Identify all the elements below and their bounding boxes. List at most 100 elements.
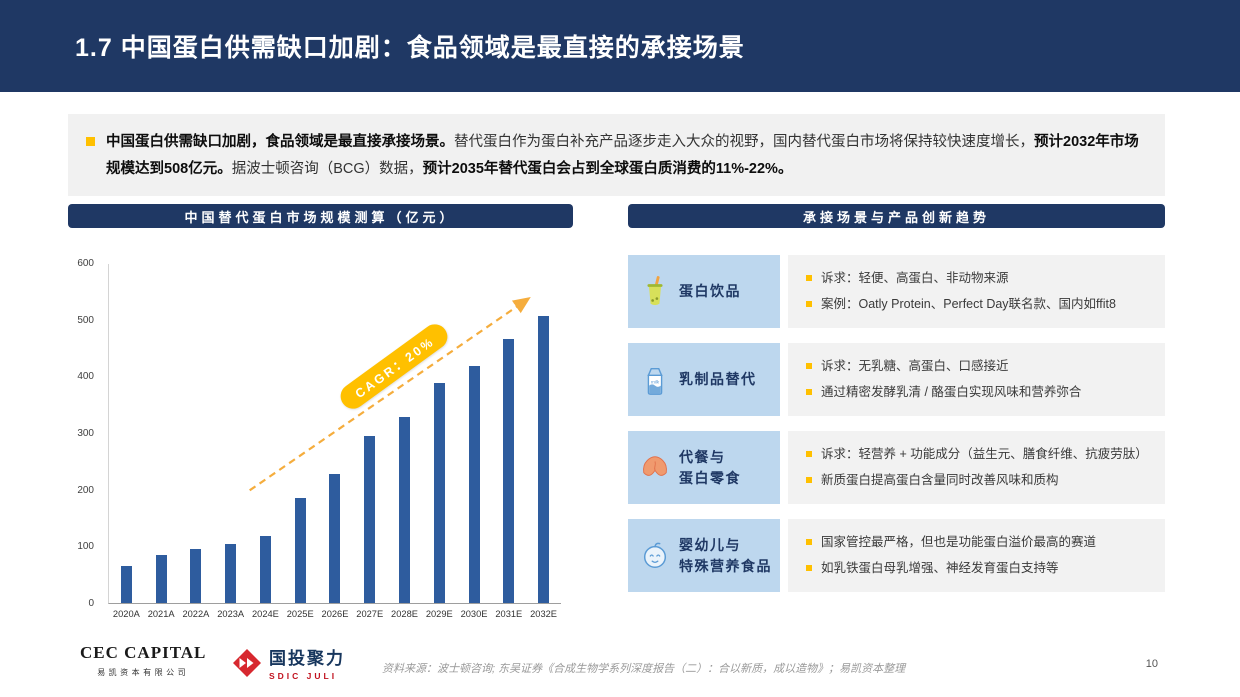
cec-logo-subtext: 易凯资本有限公司 [97,668,190,677]
bar-2030E [468,365,480,603]
scenario-row: 蛋白饮品 诉求：轻便、高蛋白、非动物来源案例：Oatly Protein、Perf… [628,255,1165,328]
cec-capital-logo: CEC CAPITAL 易凯资本有限公司 [80,643,206,678]
bar-column: 2022A [179,264,214,619]
bullet-text: 诉求：无乳糖、高蛋白、口感接近 [821,359,1009,374]
bullet-item: 新质蛋白提高蛋白含量同时改善风味和质构 [806,471,1147,490]
bar-column: 2020A [109,264,144,619]
bullet-text: 新质蛋白提高蛋白含量同时改善风味和质构 [821,473,1059,487]
scenario-label-box: 婴幼儿与 特殊营养食品 [628,519,780,592]
bar-column: 2023A [213,264,248,619]
bar-2026E [329,474,341,603]
milk-carton-icon: milk [640,364,670,396]
bullet-text: 如乳铁蛋白母乳增强、神经发育蛋白支持等 [821,561,1059,575]
bullet-square-icon [806,451,812,458]
summary-text: 中国蛋白供需缺口加剧，食品领域是最直接承接场景。替代蛋白作为蛋白补充产品逐步走入… [106,129,1143,196]
bar-column: 2025E [283,264,318,619]
bullet-item: 国家管控最严格，但也是功能蛋白溢价最高的赛道 [806,533,1147,552]
y-axis-tick-label: 600 [77,258,94,269]
bullet-item: 诉求：轻营养 + 功能成分（益生元、膳食纤维、抗疲劳肽） [806,445,1148,464]
scenario-label-box: 代餐与 蛋白零食 [628,431,780,504]
bar-column: 2032E [526,264,561,619]
bullet-text: 国家管控最严格，但也是功能蛋白溢价最高的赛道 [821,535,1097,550]
bullet-item: 案例：Oatly Protein、Perfect Day联名款、国内如ffit8 [806,295,1147,314]
scenario-label: 婴幼儿与 特殊营养食品 [679,536,772,574]
scenario-label: 蛋白饮品 [679,283,741,299]
bullet-text: 诉求：轻营养 + 功能成分（益生元、膳食纤维、抗疲劳肽） [821,447,1148,462]
sdic-logo-icon [233,648,261,677]
bullet-square-icon [806,477,812,483]
protein-drink-icon [640,275,670,308]
page-number: 10 [1145,658,1158,670]
bar-column: 2021A [144,264,179,619]
bar-2020A [120,566,132,603]
fortune-cookie-icon [640,452,670,484]
bar-2021A [155,554,167,603]
summary-box: 中国蛋白供需缺口加剧，食品领域是最直接承接场景。替代蛋白作为蛋白补充产品逐步走入… [68,114,1165,196]
x-axis-category-label: 2021A [147,609,175,619]
bullet-item: 通过精密发酵乳清 / 酪蛋白实现风味和营养弥合 [806,383,1147,402]
summary-segment: 预计2035年替代蛋白会占到全球蛋白质消费的11%-22%。 [422,160,793,177]
bar-2028E [399,416,410,603]
bullet-square-icon [806,275,812,282]
summary-segment: 据波士顿咨询（BCG）数据， [231,160,423,177]
sdic-logo-text-block: 国投聚力 SDIC JULI [269,644,345,681]
bar-column: 2026E [318,264,353,619]
bullet-square-icon [806,565,812,571]
scenario-bullet-list: 诉求：轻营养 + 功能成分（益生元、膳食纤维、抗疲劳肽） 新质蛋白提高蛋白含量同时… [788,431,1165,504]
bullet-square-icon [806,363,812,370]
scenario-row: 代餐与 蛋白零食 诉求：轻营养 + 功能成分（益生元、膳食纤维、抗疲劳肽） 新质蛋白… [628,431,1165,504]
bar-2024E [259,536,271,603]
scenario-row: milk 乳制品替代 诉求：无乳糖、高蛋白、口感接近通过精密发酵乳清 / 酪蛋白实现… [628,343,1165,416]
sdic-juli-logo: 国投聚力 SDIC JULI [232,644,345,681]
slide-header: 1.7 中国蛋白供需缺口加剧：食品领域是最直接的承接场景 [0,0,1240,92]
bullet-square-icon [806,301,812,307]
scenario-bullet-list: 诉求：无乳糖、高蛋白、口感接近通过精密发酵乳清 / 酪蛋白实现风味和营养弥合 [788,343,1165,416]
x-axis-category-label: 2025E [286,609,314,619]
x-axis-category-label: 2027E [356,609,384,619]
y-axis-tick-label: 0 [88,598,94,609]
right-panel-title: 承接场景与产品创新趋势 [628,204,1165,228]
summary-segment: 中国蛋白供需缺口加剧，食品领域是最直接承接场景。 [106,134,454,150]
bar-column: 2030E [457,264,492,619]
bar-2023A [225,543,237,603]
x-axis-category-label: 2032E [530,609,558,619]
cec-logo-text: CEC CAPITAL [80,643,207,662]
scenario-label-box: milk 乳制品替代 [628,343,780,416]
right-panel-title-text: 承接场景与产品创新趋势 [802,209,990,225]
bar-column: 2027E [352,264,387,619]
y-axis-tick-label: 200 [77,484,94,496]
scenario-label: 代餐与 蛋白零食 [679,448,741,486]
sdic-logo-subtext: SDIC JULI [269,671,338,681]
summary-segment: 预计2032年市场规模达到508亿元。 [106,134,1139,177]
scenario-label-box: 蛋白饮品 [628,255,780,328]
x-axis-category-label: 2022A [182,609,210,619]
y-axis-tick-label: 100 [77,541,94,553]
chart-plot: 2020A 2021A 2022A 2023A 2024E 2025E 2026E 2027E… [108,264,561,619]
page-title: 1.7 中国蛋白供需缺口加剧：食品领域是最直接的承接场景 [75,34,745,62]
source-note: 资料来源：波士顿咨询; 东吴证券《合成生物学系列深度报告（二）：合以新质，成以造… [382,663,906,675]
bar-column: 2028E [387,264,422,619]
chart-bars: 2020A 2021A 2022A 2023A 2024E 2025E 2026E 2027E… [109,264,561,619]
x-axis-category-label: 2029E [425,609,453,619]
scenario-label: 乳制品替代 [679,371,757,387]
bar-2027E [364,436,376,603]
bullet-item: 如乳铁蛋白母乳增强、神经发育蛋白支持等 [806,559,1147,578]
bar-2031E [503,338,515,603]
x-axis-category-label: 2023A [217,609,245,619]
baby-face-icon [640,540,670,572]
scenario-bullet-list: 诉求：轻便、高蛋白、非动物来源案例：Oatly Protein、Perfect … [788,255,1165,328]
x-axis-category-label: 2030E [460,609,488,619]
bar-2022A [190,549,202,603]
bullet-text: 案例：Oatly Protein、Perfect Day联名款、国内如ffit8 [821,297,1116,311]
svg-text:milk: milk [651,379,660,384]
sdic-logo-text: 国投聚力 [269,649,345,668]
bullet-square-icon [86,137,95,146]
left-panel-title: 中国替代蛋白市场规模测算（亿元） [68,204,573,228]
x-axis-category-label: 2028E [391,609,418,619]
x-axis-category-label: 2024E [251,609,279,619]
x-axis-category-label: 2031E [495,609,523,619]
summary-segment: 替代蛋白作为蛋白补充产品逐步走入大众的视野，国内替代蛋白市场将保持较快速度增长， [454,134,1034,150]
scenario-rows: 蛋白饮品 诉求：轻便、高蛋白、非动物来源案例：Oatly Protein、Perf… [628,255,1165,592]
bullet-text: 诉求：轻便、高蛋白、非动物来源 [821,271,1009,286]
